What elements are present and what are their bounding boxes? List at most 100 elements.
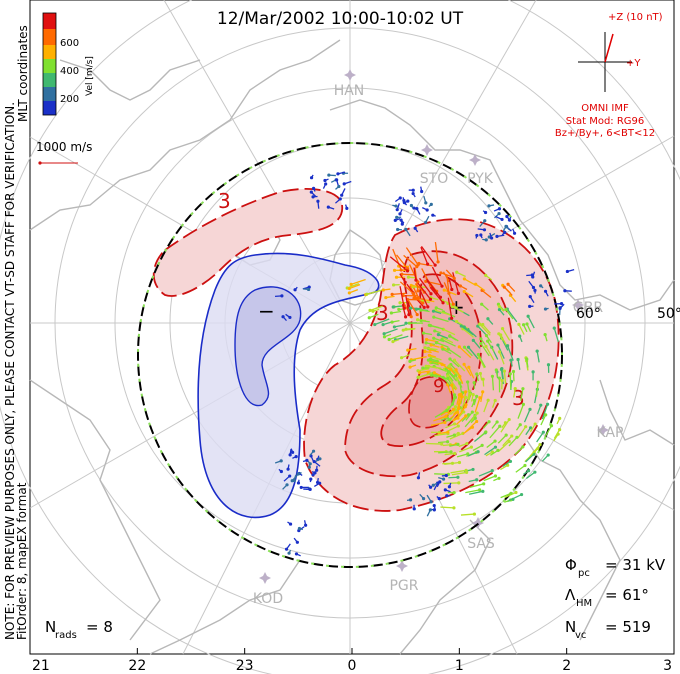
- velocity-vector: [395, 335, 409, 341]
- velocity-vector-origin: [484, 273, 488, 277]
- velocity-vector: [433, 372, 449, 380]
- fit-statistics: Φ pc = 31 kV Λ HM = 61° N vc = 519 N rad…: [45, 556, 666, 641]
- velocity-vector-origin: [457, 406, 461, 410]
- station-label-kod: KOD: [253, 591, 283, 607]
- velocity-vector-origin: [487, 204, 491, 208]
- velocity-vector: [468, 346, 479, 360]
- velocity-vector-origin: [558, 416, 562, 421]
- velocity-vector-origin: [426, 262, 430, 266]
- velocity-vector: [419, 290, 429, 308]
- reference-speed-label: 1000 m/s: [36, 140, 92, 154]
- velocity-vector-origin: [428, 323, 433, 328]
- station-label-sas: SAS: [467, 536, 495, 552]
- velocity-vector-origin: [455, 377, 459, 381]
- velocity-vector-origin: [523, 463, 527, 468]
- velocity-vector-origin: [440, 338, 444, 342]
- velocity-vector: [444, 461, 460, 466]
- velocity-vector: [451, 471, 467, 476]
- velocity-vector-origin: [495, 234, 499, 238]
- velocity-vector-origin: [395, 208, 399, 212]
- velocity-vector: [449, 358, 460, 368]
- velocity-vector-origin: [440, 284, 444, 288]
- velocity-vector-origin: [456, 416, 460, 420]
- velocity-vector: [460, 513, 475, 516]
- velocity-vector: [442, 328, 456, 336]
- velocity-vector-origin: [311, 186, 316, 190]
- velocity-vector-origin: [432, 503, 436, 508]
- velocity-vector-origin: [533, 470, 537, 474]
- velocity-vector-origin: [456, 424, 460, 428]
- velocity-vector-origin: [421, 497, 426, 501]
- velocity-vector-origin: [434, 341, 439, 345]
- velocity-vector: [440, 506, 454, 509]
- velocity-vector-origin: [504, 307, 508, 312]
- velocity-vector-origin: [432, 371, 436, 375]
- velocity-vector: [383, 328, 398, 335]
- velocity-vector-origin: [558, 306, 562, 310]
- velocity-vector-origin: [423, 346, 427, 350]
- velocity-vector-origin: [414, 307, 418, 311]
- velocity-vector-origin: [484, 238, 488, 242]
- velocity-vector-origin: [462, 289, 466, 294]
- velocity-vector: [456, 394, 462, 410]
- velocity-vector-origin: [481, 377, 485, 381]
- velocity-vector-origin: [309, 176, 314, 180]
- velocity-vector-origin: [484, 344, 488, 348]
- velocity-vector: [464, 278, 476, 286]
- velocity-vector-origin: [421, 331, 426, 335]
- velocity-vector-origin: [462, 277, 466, 281]
- velocity-vector: [503, 286, 513, 296]
- velocity-vector: [428, 359, 439, 363]
- velocity-vector: [396, 254, 409, 270]
- velocity-vector-origin: [471, 392, 475, 397]
- velocity-vector: [497, 434, 507, 444]
- velocity-vector: [425, 442, 442, 445]
- velocity-vector-origin: [507, 417, 511, 422]
- velocity-vector-origin: [433, 263, 437, 267]
- velocity-vector-origin: [452, 491, 456, 495]
- velocity-vector-origin: [475, 394, 479, 398]
- velocity-vector-origin: [493, 445, 498, 449]
- velocity-vector-origin: [443, 420, 447, 425]
- velocity-vector: [468, 367, 475, 379]
- velocity-vector: [468, 490, 483, 495]
- velocity-vector-origin: [337, 184, 341, 189]
- velocity-vector-origin: [408, 365, 412, 369]
- velocity-vector-origin: [451, 407, 456, 411]
- velocity-vector: [489, 425, 501, 439]
- velocity-vector-origin: [531, 275, 535, 279]
- velocity-vector-origin: [305, 458, 309, 462]
- velocity-vector-origin: [438, 480, 442, 484]
- velocity-vector-origin: [349, 282, 353, 286]
- contour-label-9: 9: [433, 376, 444, 397]
- velocity-vector-origin: [514, 490, 518, 495]
- velocity-vector-origin: [438, 295, 443, 299]
- velocity-vector-origin: [335, 178, 339, 182]
- velocity-vector: [509, 373, 512, 390]
- velocity-vector-origin: [336, 172, 340, 176]
- velocity-vector: [399, 273, 406, 283]
- velocity-vector-origin: [306, 287, 311, 292]
- velocity-vector: [436, 342, 449, 348]
- velocity-vector: [447, 371, 458, 382]
- velocity-vector-origin: [466, 345, 471, 349]
- velocity-vectors: [274, 171, 575, 557]
- colorbar-label: Vel [m/s]: [85, 56, 95, 96]
- velocity-vector: [449, 411, 458, 420]
- velocity-vector-origin: [472, 381, 476, 385]
- velocity-vector-origin: [423, 349, 427, 354]
- velocity-vector: [497, 441, 510, 453]
- velocity-vector-origin: [528, 426, 533, 430]
- velocity-vector: [472, 339, 481, 349]
- velocity-vector: [394, 324, 406, 328]
- fitorder-note: FitOrder: 8, mapEX format: [15, 482, 29, 640]
- velocity-vector-origin: [536, 380, 540, 384]
- velocity-vector-origin: [392, 325, 397, 329]
- velocity-vector-origin: [428, 508, 432, 512]
- velocity-vector: [401, 273, 415, 276]
- velocity-vector: [525, 471, 536, 480]
- nvc-subscript: vc: [575, 630, 586, 641]
- velocity-vector-origin: [288, 315, 292, 320]
- velocity-vector-origin: [519, 492, 524, 497]
